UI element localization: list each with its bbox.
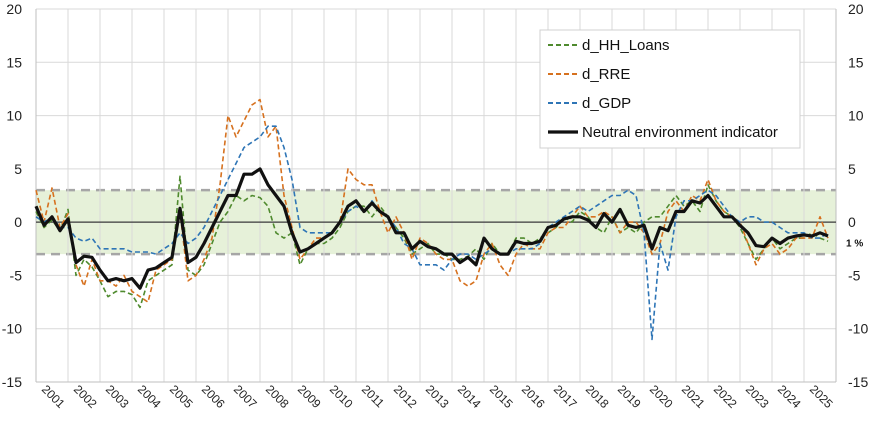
legend-label: d_GDP [582,95,631,112]
y-tick-label-right: -5 [848,267,861,283]
series-line-d-gdp [35,125,829,341]
y-tick-label-right: 15 [848,54,864,70]
legend-label: d_RRE [582,66,630,83]
y-tick-label-right: -15 [848,374,868,390]
series-lines [34,98,829,341]
legend-box [539,29,801,149]
y-tick-label-left: -15 [2,374,22,390]
y-tick-label-left: 15 [6,54,22,70]
y-tick-label-left: -10 [2,321,22,337]
legend-label: d_HH_Loans [582,37,670,54]
y-tick-label-right: 10 [848,108,864,124]
y-tick-label-right: 5 [848,161,856,177]
series-line-neutral-environment-indicator [34,167,829,290]
legend: d_HH_Loans d_RRE d_GDP Neutral environment … [539,29,801,149]
y-tick-label-left: 10 [6,108,22,124]
y-axis-left-ticks: 20 15 10 5 0 -5 -10 -15 [2,1,22,390]
y-tick-label-left: 20 [6,1,22,17]
y-tick-label-right: 0 [848,214,856,230]
y-tick-label-left: 0 [14,214,22,230]
legend-label: Neutral environment indicator [582,124,778,141]
y-tick-label-right: 20 [848,1,864,17]
y-tick-label-left: -5 [10,267,23,283]
y-axis-right-ticks: 20 15 10 5 0 -5 -10 -15 [848,1,868,390]
axes [35,9,837,383]
band-label: 1 % [846,238,863,249]
y-tick-label-left: 5 [14,161,22,177]
y-tick-label-right: -10 [848,321,868,337]
